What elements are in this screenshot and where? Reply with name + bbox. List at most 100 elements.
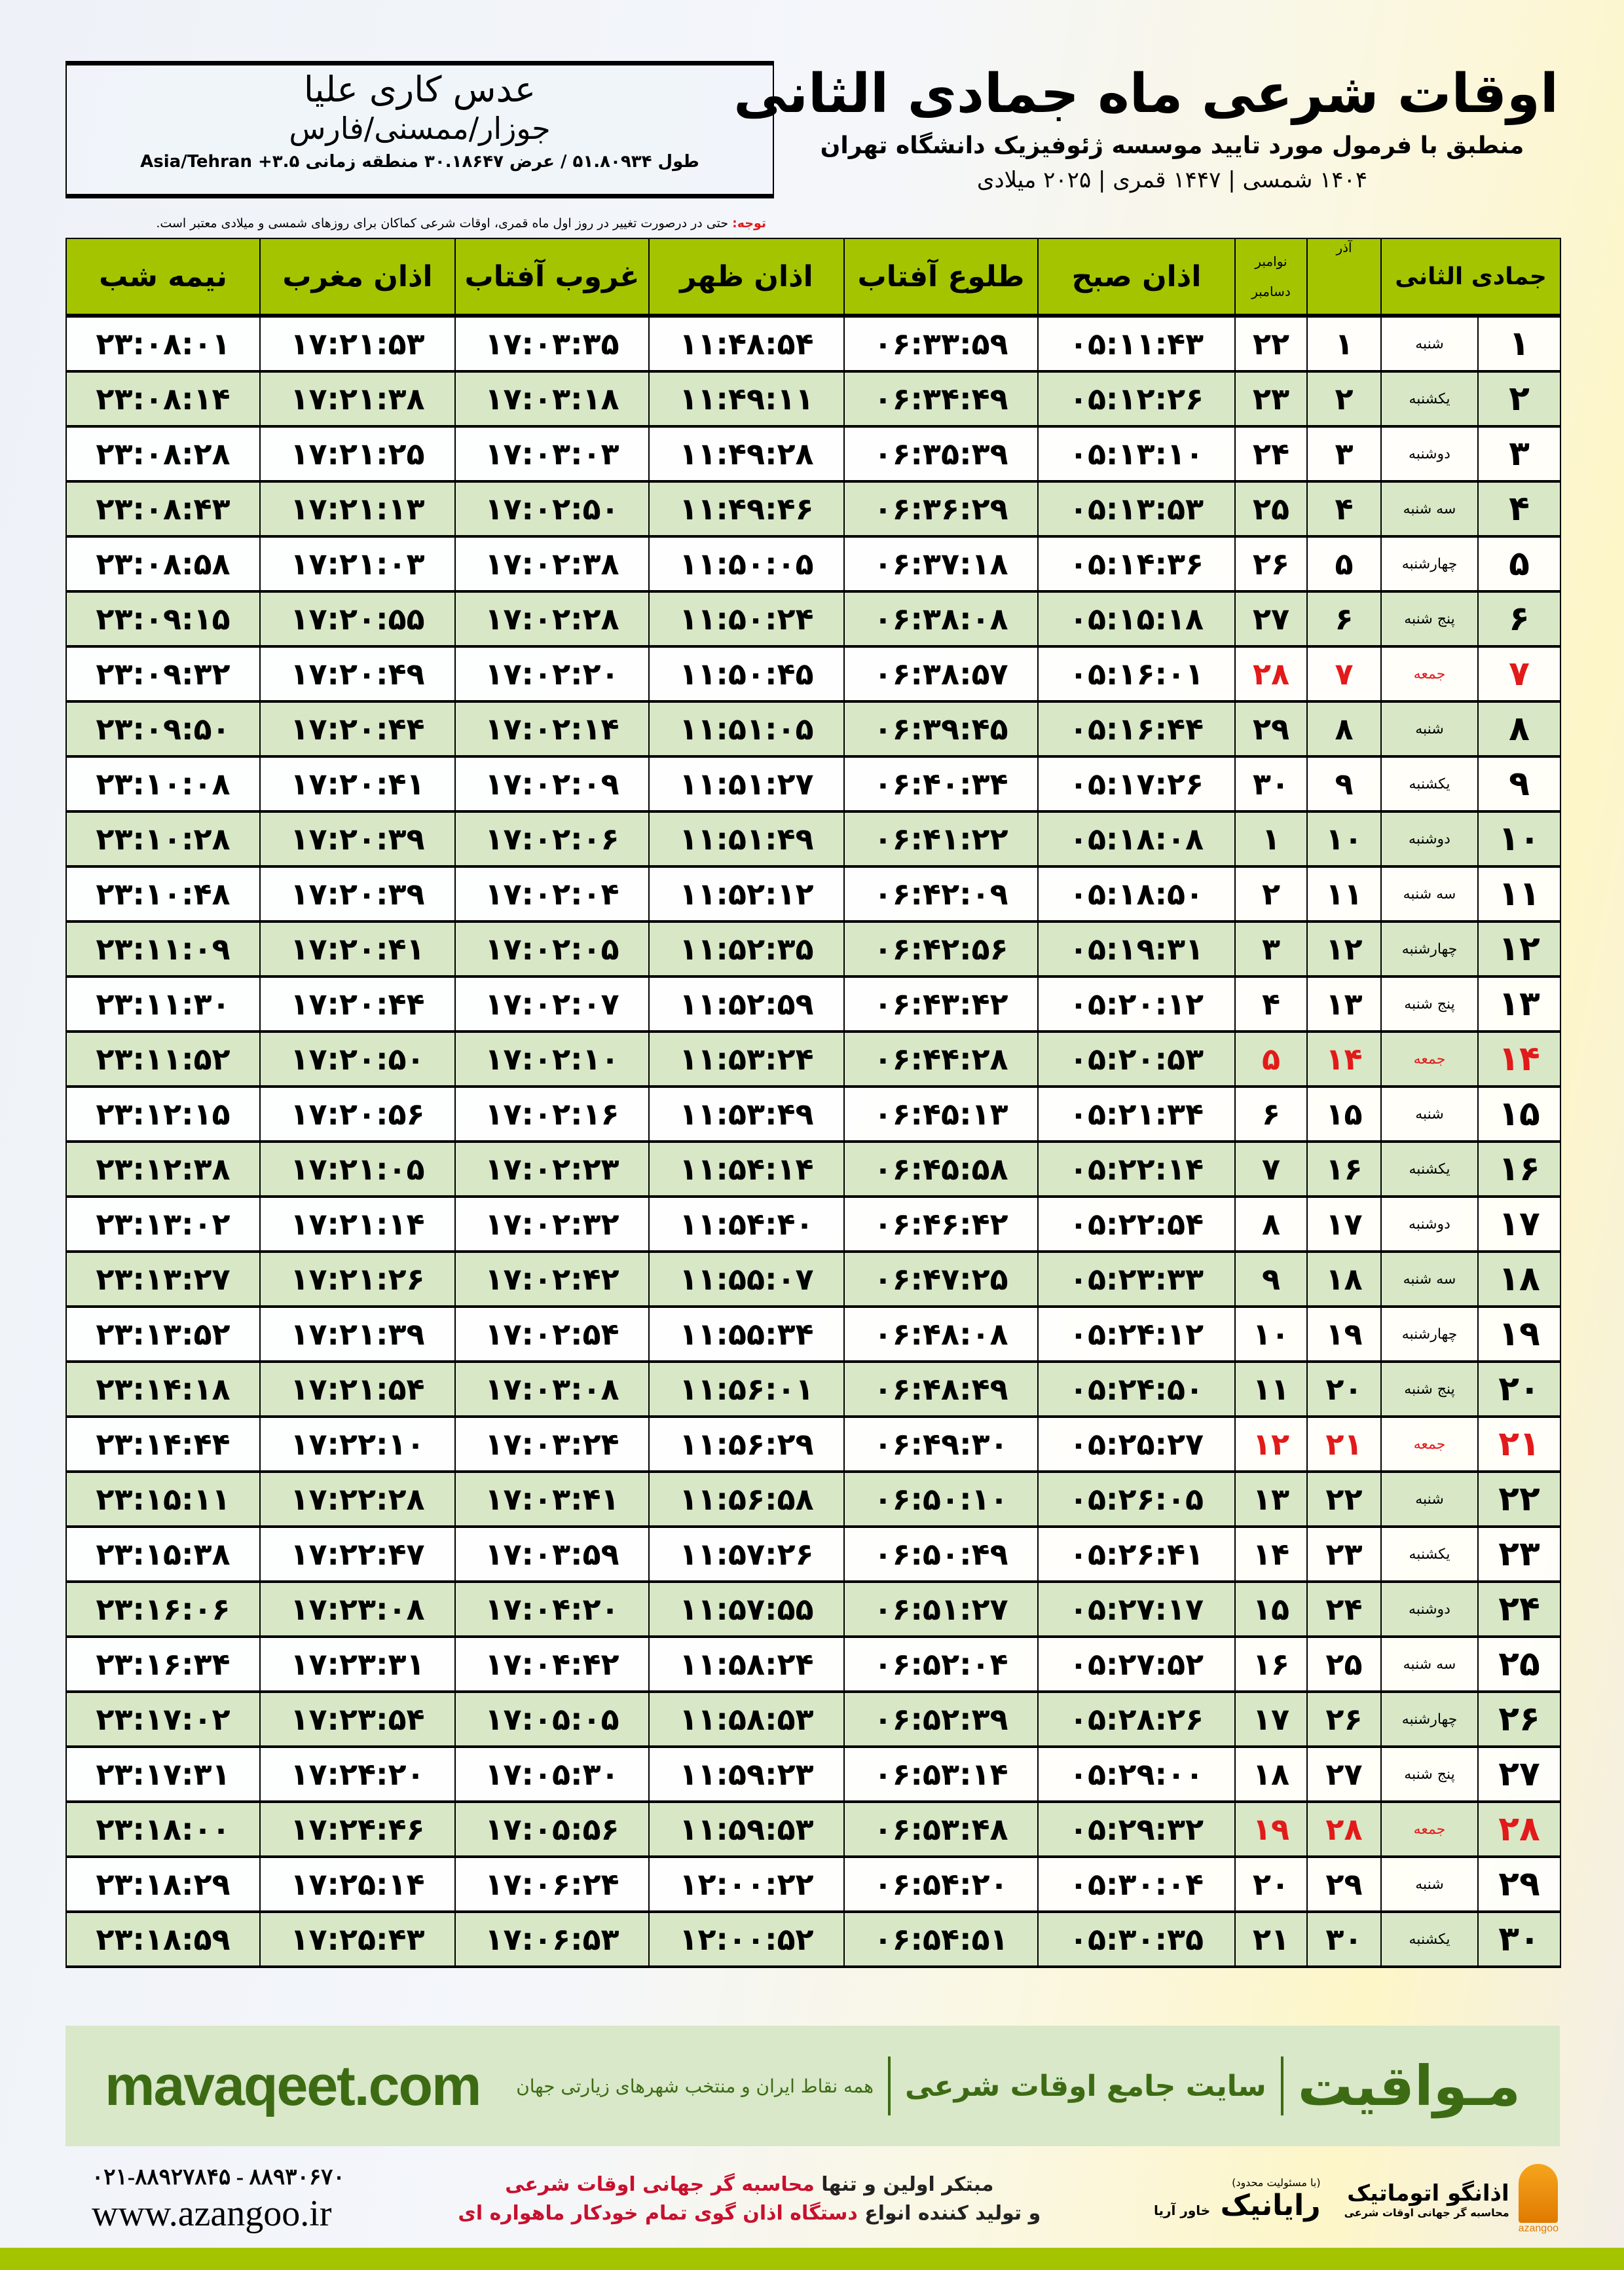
prayer-times-table: جمادی الثانی آذر نوامبر دسامبر اذان صبح ط…	[65, 238, 1562, 1968]
midnight-time: ۲۳:۱۶:۳۴	[65, 1636, 261, 1693]
sunset-time: ۱۷:۰۳:۳۵	[454, 315, 650, 373]
gregorian-day: ۳۰	[1234, 756, 1308, 813]
azar-day: ۲	[1306, 371, 1382, 428]
table-row: ۶ پنج شنبه ۶ ۲۷ ۰۵:۱۵:۱۸ ۰۶:۳۸:۰۸ ۱۱:۵۰:۲۴ ۱۷:۰…	[65, 591, 1562, 648]
table-row: ۴ سه شنبه ۴ ۲۵ ۰۵:۱۳:۵۳ ۰۶:۳۶:۲۹ ۱۱:۴۹:۴۶ ۱۷:۰۲…	[65, 481, 1562, 538]
sunset-time: ۱۷:۰۲:۰۶	[454, 811, 650, 868]
location-box: عدس کاری علیا جوزار/ممسنی/فارس طول ۵۱.۸۰…	[65, 61, 774, 198]
sunrise-time: ۰۶:۴۶:۴۲	[843, 1196, 1039, 1253]
azar-day: ۱۷	[1306, 1196, 1382, 1253]
sunset-time: ۱۷:۰۳:۰۳	[454, 426, 650, 483]
day-number: ۳	[1477, 426, 1562, 483]
azar-day: ۶	[1306, 591, 1382, 648]
midnight-time: ۲۳:۱۴:۱۸	[65, 1361, 261, 1418]
gregorian-day: ۲۸	[1234, 646, 1308, 703]
gregorian-day: ۱۵	[1234, 1581, 1308, 1638]
sunrise-time: ۰۶:۳۸:۰۸	[843, 591, 1039, 648]
weekday: شنبه	[1380, 1471, 1479, 1528]
day-number: ۲۳	[1477, 1526, 1562, 1583]
maghrib-time: ۱۷:۲۲:۲۸	[259, 1471, 456, 1528]
sunset-time: ۱۷:۰۲:۰۵	[454, 921, 650, 978]
fajr-time: ۰۵:۲۱:۳۴	[1037, 1086, 1236, 1143]
midnight-time: ۲۳:۱۷:۳۱	[65, 1746, 261, 1803]
sunset-time: ۱۷:۰۲:۳۲	[454, 1196, 650, 1253]
gregorian-day: ۵	[1234, 1031, 1308, 1088]
day-number: ۱۵	[1477, 1086, 1562, 1143]
sunrise-time: ۰۶:۳۳:۵۹	[843, 315, 1039, 373]
gregorian-day: ۲۴	[1234, 426, 1308, 483]
maghrib-time: ۱۷:۲۰:۵۶	[259, 1086, 456, 1143]
fajr-time: ۰۵:۳۰:۰۴	[1037, 1856, 1236, 1913]
day-number: ۱	[1477, 315, 1562, 373]
table-row: ۱ شنبه ۱ ۲۲ ۰۵:۱۱:۴۳ ۰۶:۳۳:۵۹ ۱۱:۴۸:۵۴ ۱۷:۰۳:۳۵…	[65, 315, 1562, 373]
fajr-time: ۰۵:۱۸:۰۸	[1037, 811, 1236, 868]
sunset-time: ۱۷:۰۶:۲۴	[454, 1856, 650, 1913]
promo-line2-a: و تولید کننده انواع	[857, 2202, 1041, 2225]
gregorian-day: ۶	[1234, 1086, 1308, 1143]
maghrib-time: ۱۷:۲۵:۴۳	[259, 1911, 456, 1968]
day-number: ۱۱	[1477, 866, 1562, 923]
contact-info: ۰۲۱-۸۸۹۲۷۸۴۵ - ۸۸۹۳۰۶۷۰ www.azangoo.ir	[92, 2164, 345, 2235]
maghrib-time: ۱۷:۲۱:۱۴	[259, 1196, 456, 1253]
note-label: توجه:	[732, 216, 766, 231]
midnight-time: ۲۳:۱۲:۳۸	[65, 1141, 261, 1198]
day-number: ۱۰	[1477, 811, 1562, 868]
maghrib-time: ۱۷:۲۱:۰۵	[259, 1141, 456, 1198]
weekday: پنج شنبه	[1380, 591, 1479, 648]
table-header: جمادی الثانی آذر نوامبر دسامبر اذان صبح ط…	[65, 238, 1562, 318]
sunrise-time: ۰۶:۵۳:۴۸	[843, 1801, 1039, 1858]
mavaqeet-url[interactable]: mavaqeet.com	[105, 2054, 482, 2117]
maghrib-time: ۱۷:۲۳:۳۱	[259, 1636, 456, 1693]
weekday: شنبه	[1380, 315, 1479, 373]
banner-tagline: سایت جامع اوقات شرعی	[905, 2069, 1266, 2103]
azangoo-logo: azangoo اذانگو اتوماتیک محاسبه گر جهانی …	[1344, 2164, 1559, 2235]
page-title: اوقات شرعی ماه جمادی الثانی	[733, 63, 1559, 125]
fajr-time: ۰۵:۲۲:۱۴	[1037, 1141, 1236, 1198]
dhuhr-time: ۱۱:۵۲:۱۲	[648, 866, 845, 923]
midnight-time: ۲۳:۱۸:۲۹	[65, 1856, 261, 1913]
gregorian-day: ۳	[1234, 921, 1308, 978]
maghrib-time: ۱۷:۲۱:۵۴	[259, 1361, 456, 1418]
gregorian-day: ۱۶	[1234, 1636, 1308, 1693]
col-gregorian-top: نوامبر	[1255, 253, 1287, 269]
gregorian-day: ۲۷	[1234, 591, 1308, 648]
sunrise-time: ۰۶:۵۴:۵۱	[843, 1911, 1039, 1968]
day-number: ۹	[1477, 756, 1562, 813]
maghrib-time: ۱۷:۲۴:۴۶	[259, 1801, 456, 1858]
col-fajr: اذان صبح	[1037, 238, 1236, 318]
weekday: جمعه	[1380, 1416, 1479, 1473]
phone-numbers: ۰۲۱-۸۸۹۲۷۸۴۵ - ۸۸۹۳۰۶۷۰	[92, 2165, 345, 2189]
col-dhuhr: اذان ظهر	[648, 238, 845, 318]
dhuhr-time: ۱۱:۵۸:۵۳	[648, 1691, 845, 1748]
promo-line2-b: دستگاه اذان گوی تمام خودکار ماهواره ای	[458, 2202, 858, 2225]
dhuhr-time: ۱۱:۵۲:۳۵	[648, 921, 845, 978]
col-sunset: غروب آفتاب	[454, 238, 650, 318]
table-row: ۲۴ دوشنبه ۲۴ ۱۵ ۰۵:۲۷:۱۷ ۰۶:۵۱:۲۷ ۱۱:۵۷:۵۵ ۱۷:۰…	[65, 1581, 1562, 1638]
table-row: ۲۹ شنبه ۲۹ ۲۰ ۰۵:۳۰:۰۴ ۰۶:۵۴:۲۰ ۱۲:۰۰:۲۲ ۱۷:۰۶:…	[65, 1856, 1562, 1913]
banner-tagline-sub: همه نقاط ایران و منتخب شهرهای زیارتی جها…	[516, 2075, 874, 2097]
fajr-time: ۰۵:۲۹:۰۰	[1037, 1746, 1236, 1803]
dhuhr-time: ۱۱:۴۹:۱۱	[648, 371, 845, 428]
weekday: شنبه	[1380, 1856, 1479, 1913]
table-row: ۲۸ جمعه ۲۸ ۱۹ ۰۵:۲۹:۳۲ ۰۶:۵۳:۴۸ ۱۱:۵۹:۵۳ ۱۷:۰۵:…	[65, 1801, 1562, 1858]
footer: ۰۲۱-۸۸۹۲۷۸۴۵ - ۸۸۹۳۰۶۷۰ www.azangoo.ir م…	[92, 2153, 1559, 2245]
sunset-time: ۱۷:۰۲:۱۰	[454, 1031, 650, 1088]
maghrib-time: ۱۷:۲۱:۵۳	[259, 315, 456, 373]
dhuhr-time: ۱۲:۰۰:۵۲	[648, 1911, 845, 1968]
weekday: یکشنبه	[1380, 1526, 1479, 1583]
azangoo-url[interactable]: www.azangoo.ir	[92, 2193, 332, 2234]
weekday: شنبه	[1380, 1086, 1479, 1143]
sunrise-time: ۰۶:۴۴:۲۸	[843, 1031, 1039, 1088]
azar-day: ۲۱	[1306, 1416, 1382, 1473]
gregorian-day: ۱۰	[1234, 1306, 1308, 1363]
gregorian-day: ۹	[1234, 1251, 1308, 1308]
gregorian-day: ۱۱	[1234, 1361, 1308, 1418]
midnight-time: ۲۳:۱۰:۲۸	[65, 811, 261, 868]
gregorian-day: ۲۶	[1234, 536, 1308, 593]
midnight-time: ۲۳:۰۹:۵۰	[65, 701, 261, 758]
fajr-time: ۰۵:۲۰:۱۲	[1037, 976, 1236, 1033]
fajr-time: ۰۵:۲۶:۴۱	[1037, 1526, 1236, 1583]
day-number: ۲۷	[1477, 1746, 1562, 1803]
midnight-time: ۲۳:۰۸:۴۳	[65, 481, 261, 538]
table-row: ۷ جمعه ۷ ۲۸ ۰۵:۱۶:۰۱ ۰۶:۳۸:۵۷ ۱۱:۵۰:۴۵ ۱۷:۰۲:۲۰…	[65, 646, 1562, 703]
